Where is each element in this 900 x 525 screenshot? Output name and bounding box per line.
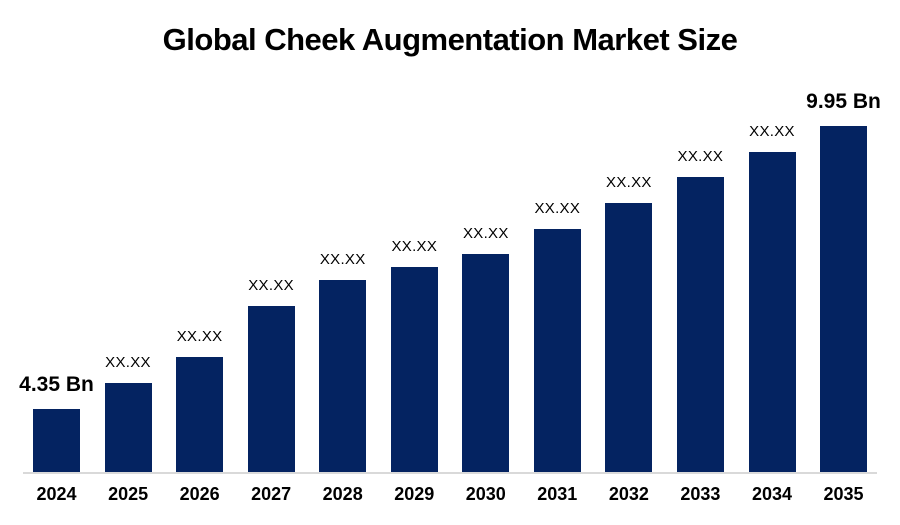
x-axis-label-2024: 2024: [36, 484, 77, 504]
bar-2032: [605, 203, 653, 472]
value-label-2026: XX.XX: [176, 328, 223, 345]
value-label-2031: XX.XX: [534, 200, 581, 217]
value-label-2027: XX.XX: [248, 277, 294, 294]
bar-2028: [319, 280, 367, 472]
chart-title: Global Cheek Augmentation Market Size: [162, 22, 738, 57]
x-axis-label-2032: 2032: [608, 484, 649, 504]
value-label-2033: XX.XX: [677, 148, 724, 165]
x-axis-label-2030: 2030: [465, 484, 506, 504]
x-axis-label-2033: 2033: [680, 484, 721, 504]
x-axis-label-2031: 2031: [537, 484, 578, 504]
x-axis-label-2025: 2025: [108, 484, 149, 504]
x-axis-label-2026: 2026: [179, 484, 220, 504]
bar-2033: [676, 177, 724, 472]
bar-2025: [104, 383, 152, 472]
value-label-2034: XX.XX: [749, 123, 795, 140]
bar-2027: [247, 306, 295, 472]
bar-2035: [820, 126, 867, 472]
value-label-2028: XX.XX: [319, 251, 366, 268]
x-axis-label-2028: 2028: [322, 484, 363, 504]
value-label-2029: XX.XX: [391, 238, 438, 255]
plot-area: 4.35 Bn XX.XX XX.XX XX.XX XX.XX XX.XX XX.XX XX.…: [19, 0, 881, 474]
bar-2029: [390, 267, 438, 472]
x-axis-label-2035: 2035: [823, 484, 864, 504]
value-label-2025: XX.XX: [105, 354, 151, 371]
x-axis-label-2034: 2034: [751, 484, 793, 504]
x-axis-label-2027: 2027: [251, 484, 292, 504]
value-label-2032: XX.XX: [606, 174, 652, 191]
bar-2034: [748, 152, 796, 472]
bar-2026: [176, 357, 224, 472]
bar-2031: [533, 229, 581, 472]
value-label-2035: 9.95 Bn: [806, 90, 881, 113]
bar-2024: [33, 409, 80, 472]
bar-2030: [462, 254, 510, 472]
value-label-2030: XX.XX: [462, 225, 509, 242]
value-label-2024: 4.35 Bn: [19, 373, 94, 396]
x-axis-label-2029: 2029: [394, 484, 435, 504]
